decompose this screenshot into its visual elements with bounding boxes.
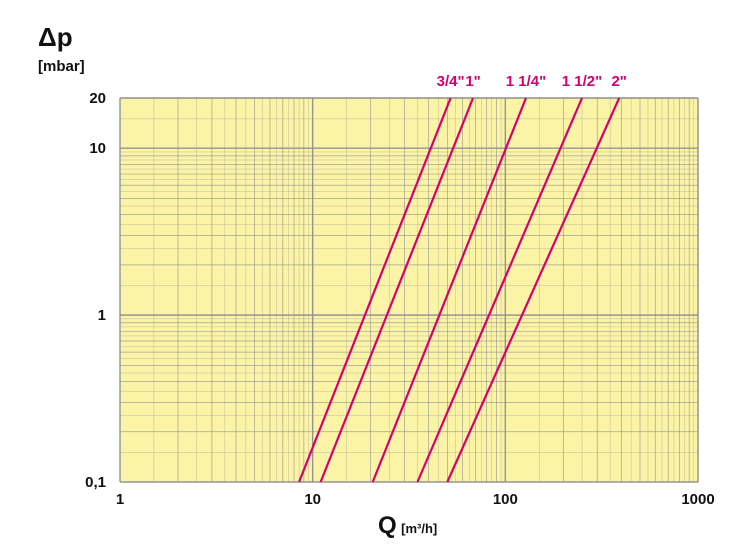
y-axis-unit: [mbar] — [38, 58, 85, 75]
series-labels: 3/4" 1" 1 1/4" 1 1/2" 2" — [437, 73, 627, 90]
series-line-1 — [298, 97, 452, 483]
grid-major — [119, 97, 699, 483]
series-label-4: 1 1/2" — [562, 73, 602, 90]
y-tick-label: 10 — [89, 140, 106, 157]
series-label-1: 3/4" — [437, 73, 465, 90]
x-tick-label: 10 — [304, 491, 321, 508]
series-line-4 — [416, 97, 584, 483]
x-axis-unit: [m³/h] — [401, 521, 438, 536]
x-axis-label-group: Q [m³/h] — [378, 512, 437, 540]
x-tick-label: 1000 — [681, 491, 714, 508]
plot-background — [120, 98, 698, 482]
x-tick-labels: 1 10 100 1000 — [116, 491, 715, 508]
series-label-3: 1 1/4" — [506, 73, 546, 90]
series-label-5: 2" — [611, 73, 626, 90]
y-tick-label: 0,1 — [85, 474, 106, 491]
x-axis-label: Q — [378, 512, 397, 539]
series-lines — [298, 97, 621, 483]
grid-minor — [120, 97, 698, 482]
y-axis-label: Δp — [38, 22, 73, 52]
x-tick-label: 100 — [493, 491, 518, 508]
y-tick-label: 20 — [89, 90, 106, 107]
series-line-3 — [371, 97, 528, 483]
y-tick-labels: 0,1 1 10 20 — [85, 90, 106, 491]
series-line-2 — [319, 97, 475, 483]
x-tick-label: 1 — [116, 491, 124, 508]
y-tick-label: 1 — [98, 307, 106, 324]
series-line-5 — [446, 97, 621, 483]
series-label-2: 1" — [465, 73, 480, 90]
